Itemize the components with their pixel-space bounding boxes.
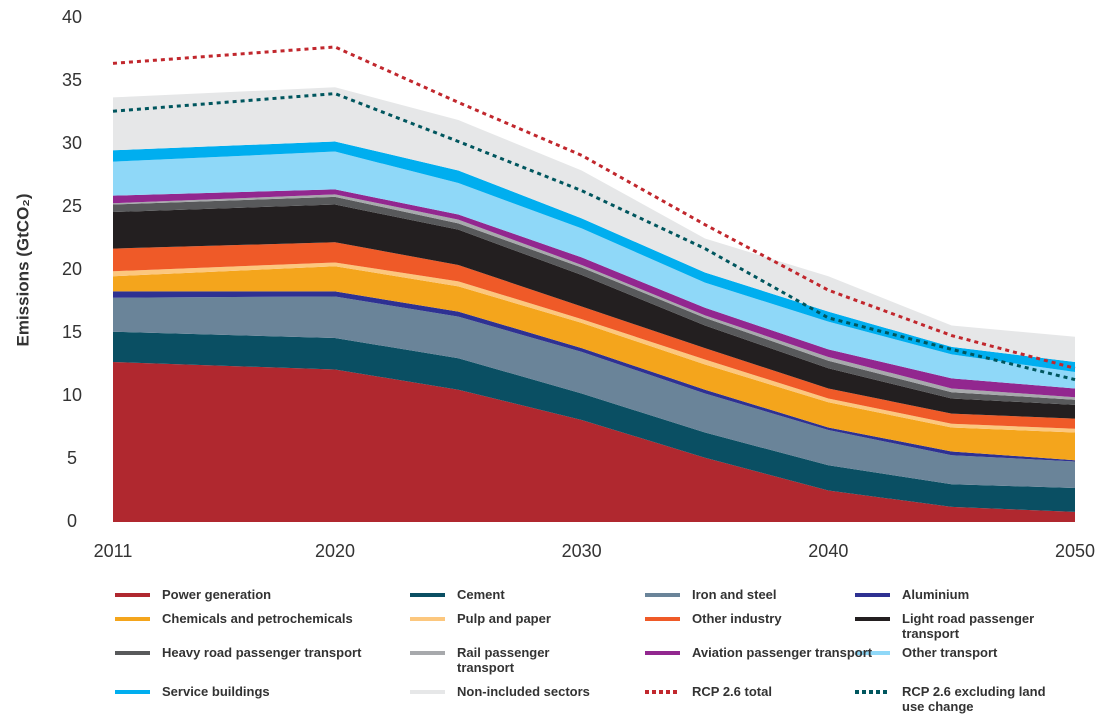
legend-label: RCP 2.6 excluding land use change	[902, 684, 1046, 714]
area	[113, 266, 1075, 461]
legend-label: Other industry	[692, 611, 782, 626]
area	[113, 296, 1075, 488]
legend-label: Non-included sectors	[457, 684, 590, 699]
dashed-line	[112, 45, 1076, 370]
legend-label: Chemicals and petrochemicals	[162, 611, 353, 626]
x-tick-label: 2030	[562, 541, 602, 561]
legend-label: Light road passenger transport	[902, 611, 1035, 641]
legend-label: Rail passenger transport	[457, 645, 550, 675]
y-tick-label: 5	[67, 448, 77, 468]
dashed-line	[112, 92, 1076, 382]
legend-label: Service buildings	[162, 684, 270, 699]
y-tick-label: 0	[67, 511, 77, 531]
area	[113, 151, 1075, 389]
area	[113, 331, 1075, 512]
legend-label: Heavy road passenger transport	[162, 645, 362, 660]
x-tick-label: 2020	[315, 541, 355, 561]
y-tick-label: 40	[62, 7, 82, 27]
legend-label: Pulp and paper	[457, 611, 551, 626]
area	[113, 141, 1075, 373]
y-tick-label: 30	[62, 133, 82, 153]
y-tick-label: 35	[62, 70, 82, 90]
legend-label: Cement	[457, 587, 505, 602]
x-tick-label: 2050	[1055, 541, 1095, 561]
legend-label: Iron and steel	[692, 587, 777, 602]
y-tick-label: 25	[62, 196, 82, 216]
y-tick-label: 15	[62, 322, 82, 342]
x-tick-label: 2011	[94, 541, 133, 561]
y-tick-label: 20	[62, 259, 82, 279]
legend-label: RCP 2.6 total	[692, 684, 772, 699]
legend-label: Aluminium	[902, 587, 970, 602]
area	[113, 361, 1075, 522]
y-axis-label: Emissions (GtCO₂)	[13, 193, 32, 346]
legend-label: Power generation	[162, 587, 272, 602]
legend-label: Other transport	[902, 645, 998, 660]
area	[113, 242, 1075, 429]
legend-label: Aviation passenger transport	[692, 645, 873, 660]
area	[113, 87, 1075, 362]
area	[113, 204, 1075, 419]
x-tick-label: 2040	[808, 541, 848, 561]
y-tick-label: 10	[62, 385, 82, 405]
